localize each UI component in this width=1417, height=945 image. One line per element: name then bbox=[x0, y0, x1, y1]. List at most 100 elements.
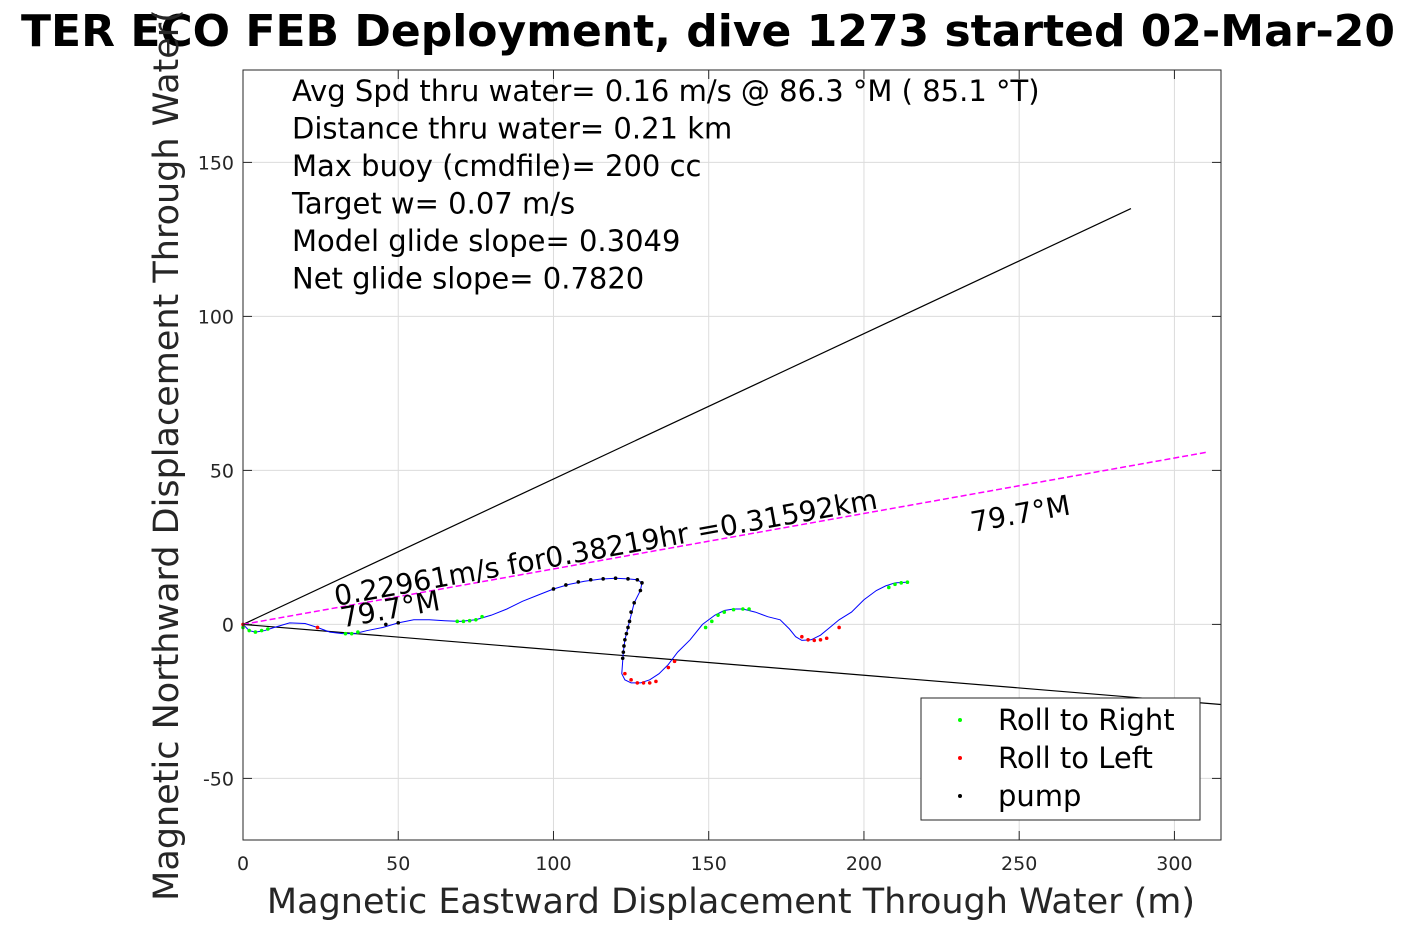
point-roll-to-right bbox=[722, 610, 727, 614]
point-roll-to-right bbox=[349, 631, 354, 636]
point-roll-to-right bbox=[266, 627, 270, 631]
point-pump bbox=[564, 583, 568, 587]
stats-block: Avg Spd thru water= 0.16 m/s @ 86.3 °M (… bbox=[291, 74, 1040, 296]
x-tick-label: 250 bbox=[1001, 853, 1037, 875]
point-roll-to-right bbox=[731, 607, 736, 612]
point-roll-to-right bbox=[259, 628, 264, 633]
line-annotation: 79.7°M bbox=[968, 489, 1073, 539]
line-annotations: 0.22961m/s for0.38219hr =0.31592km79.7°M… bbox=[332, 483, 1073, 635]
point-pump bbox=[576, 580, 581, 584]
stats-line: Avg Spd thru water= 0.16 m/s @ 86.3 °M (… bbox=[292, 74, 1040, 108]
point-pump bbox=[627, 619, 632, 624]
point-pump bbox=[626, 577, 630, 581]
legend-label: Roll to Right bbox=[998, 703, 1175, 737]
point-roll-to-right bbox=[716, 613, 720, 617]
legend-label: Roll to Left bbox=[998, 741, 1153, 775]
point-roll-to-left bbox=[629, 678, 633, 682]
point-roll-to-left bbox=[315, 625, 320, 630]
point-roll-to-left bbox=[666, 665, 671, 670]
point-roll-to-right bbox=[886, 585, 891, 590]
axis-ticks: 0 50 100 150 200 250 300 -50 0 50 100 150 bbox=[198, 70, 1221, 875]
x-tick-label: 100 bbox=[535, 853, 571, 875]
point-roll-to-right bbox=[899, 581, 904, 585]
legend: Roll to Right Roll to Left pump bbox=[920, 697, 1201, 821]
point-pump bbox=[638, 588, 643, 593]
point-roll-to-left bbox=[635, 681, 640, 685]
glider-track bbox=[242, 577, 906, 684]
point-roll-to-left bbox=[641, 681, 646, 685]
point-pump bbox=[626, 625, 630, 630]
x-tick-label: 300 bbox=[1156, 853, 1192, 875]
reference-lines bbox=[242, 208, 1222, 706]
point-pump bbox=[396, 621, 401, 625]
point-roll-to-right bbox=[461, 619, 466, 624]
track-points bbox=[241, 576, 910, 685]
stats-line: Distance thru water= 0.21 km bbox=[292, 112, 732, 146]
x-tick-label: 150 bbox=[691, 853, 727, 875]
point-roll-to-right bbox=[905, 580, 910, 585]
point-roll-to-left bbox=[647, 681, 652, 685]
point-roll-to-left bbox=[806, 638, 810, 642]
point-roll-to-left bbox=[824, 636, 829, 641]
x-axis-label: Magnetic Eastward Displacement Through W… bbox=[267, 882, 1195, 922]
stats-line: Net glide slope= 0.7820 bbox=[292, 262, 644, 296]
point-roll-to-left bbox=[837, 625, 841, 630]
point-roll-to-left bbox=[800, 634, 804, 639]
point-roll-to-right bbox=[247, 628, 252, 633]
point-pump bbox=[588, 577, 593, 582]
point-pump bbox=[629, 610, 633, 614]
stats-line: Max buoy (cmdfile)= 200 cc bbox=[292, 149, 701, 183]
reference-line-upper-bound bbox=[242, 208, 1132, 625]
point-roll-to-right bbox=[747, 607, 751, 611]
x-tick-label: 50 bbox=[386, 853, 410, 875]
point-roll-to-right bbox=[253, 630, 258, 634]
legend-label: pump bbox=[998, 779, 1081, 813]
legend-marker bbox=[958, 756, 962, 760]
point-pump bbox=[620, 656, 625, 661]
y-tick-label: 0 bbox=[222, 614, 234, 636]
point-pump bbox=[632, 601, 636, 605]
point-roll-to-right bbox=[710, 619, 714, 624]
point-pump bbox=[601, 577, 605, 581]
y-axis-label: Magnetic Northward Displacement Through … bbox=[147, 9, 187, 901]
legend-marker bbox=[958, 794, 962, 798]
point-roll-to-right bbox=[480, 614, 484, 619]
point-pump bbox=[640, 581, 644, 585]
y-tick-label: 150 bbox=[198, 152, 234, 174]
grid bbox=[242, 70, 1221, 840]
point-pump bbox=[621, 650, 626, 654]
point-roll-to-left bbox=[812, 638, 817, 643]
stats-line: Model glide slope= 0.3049 bbox=[292, 224, 680, 258]
point-roll-to-right bbox=[356, 630, 360, 634]
point-pump bbox=[623, 638, 627, 642]
point-roll-to-right bbox=[893, 582, 897, 587]
y-tick-label: 100 bbox=[198, 306, 234, 328]
point-roll-to-left bbox=[654, 679, 658, 684]
point-roll-to-left bbox=[818, 638, 823, 642]
point-roll-to-right bbox=[703, 625, 708, 630]
point-pump bbox=[622, 644, 626, 648]
point-pump bbox=[624, 631, 629, 636]
point-pump bbox=[613, 576, 618, 580]
point-roll-to-left bbox=[623, 671, 627, 676]
reference-line-depth-average-current bbox=[242, 451, 1209, 626]
plot-frame bbox=[242, 69, 1222, 841]
x-tick-label: 200 bbox=[846, 853, 882, 875]
point-pump bbox=[551, 587, 556, 591]
stats-line: Target w= 0.07 m/s bbox=[291, 187, 575, 221]
point-roll-to-left bbox=[672, 659, 677, 664]
legend-marker bbox=[958, 718, 962, 722]
point-pump bbox=[384, 622, 388, 627]
point-roll-to-right bbox=[467, 618, 472, 623]
reference-line-lower-bound bbox=[242, 623, 1222, 706]
y-tick-label: 50 bbox=[210, 460, 234, 482]
point-roll-to-right bbox=[741, 607, 745, 611]
point-roll-to-right bbox=[455, 619, 460, 624]
x-tick-label: 0 bbox=[237, 853, 249, 875]
point-pump bbox=[635, 577, 640, 582]
y-tick-label: -50 bbox=[203, 768, 234, 790]
chart-title: TER ECO FEB Deployment, dive 1273 starte… bbox=[21, 6, 1395, 57]
point-roll-to-right bbox=[474, 617, 478, 622]
legend-box bbox=[920, 697, 1201, 821]
